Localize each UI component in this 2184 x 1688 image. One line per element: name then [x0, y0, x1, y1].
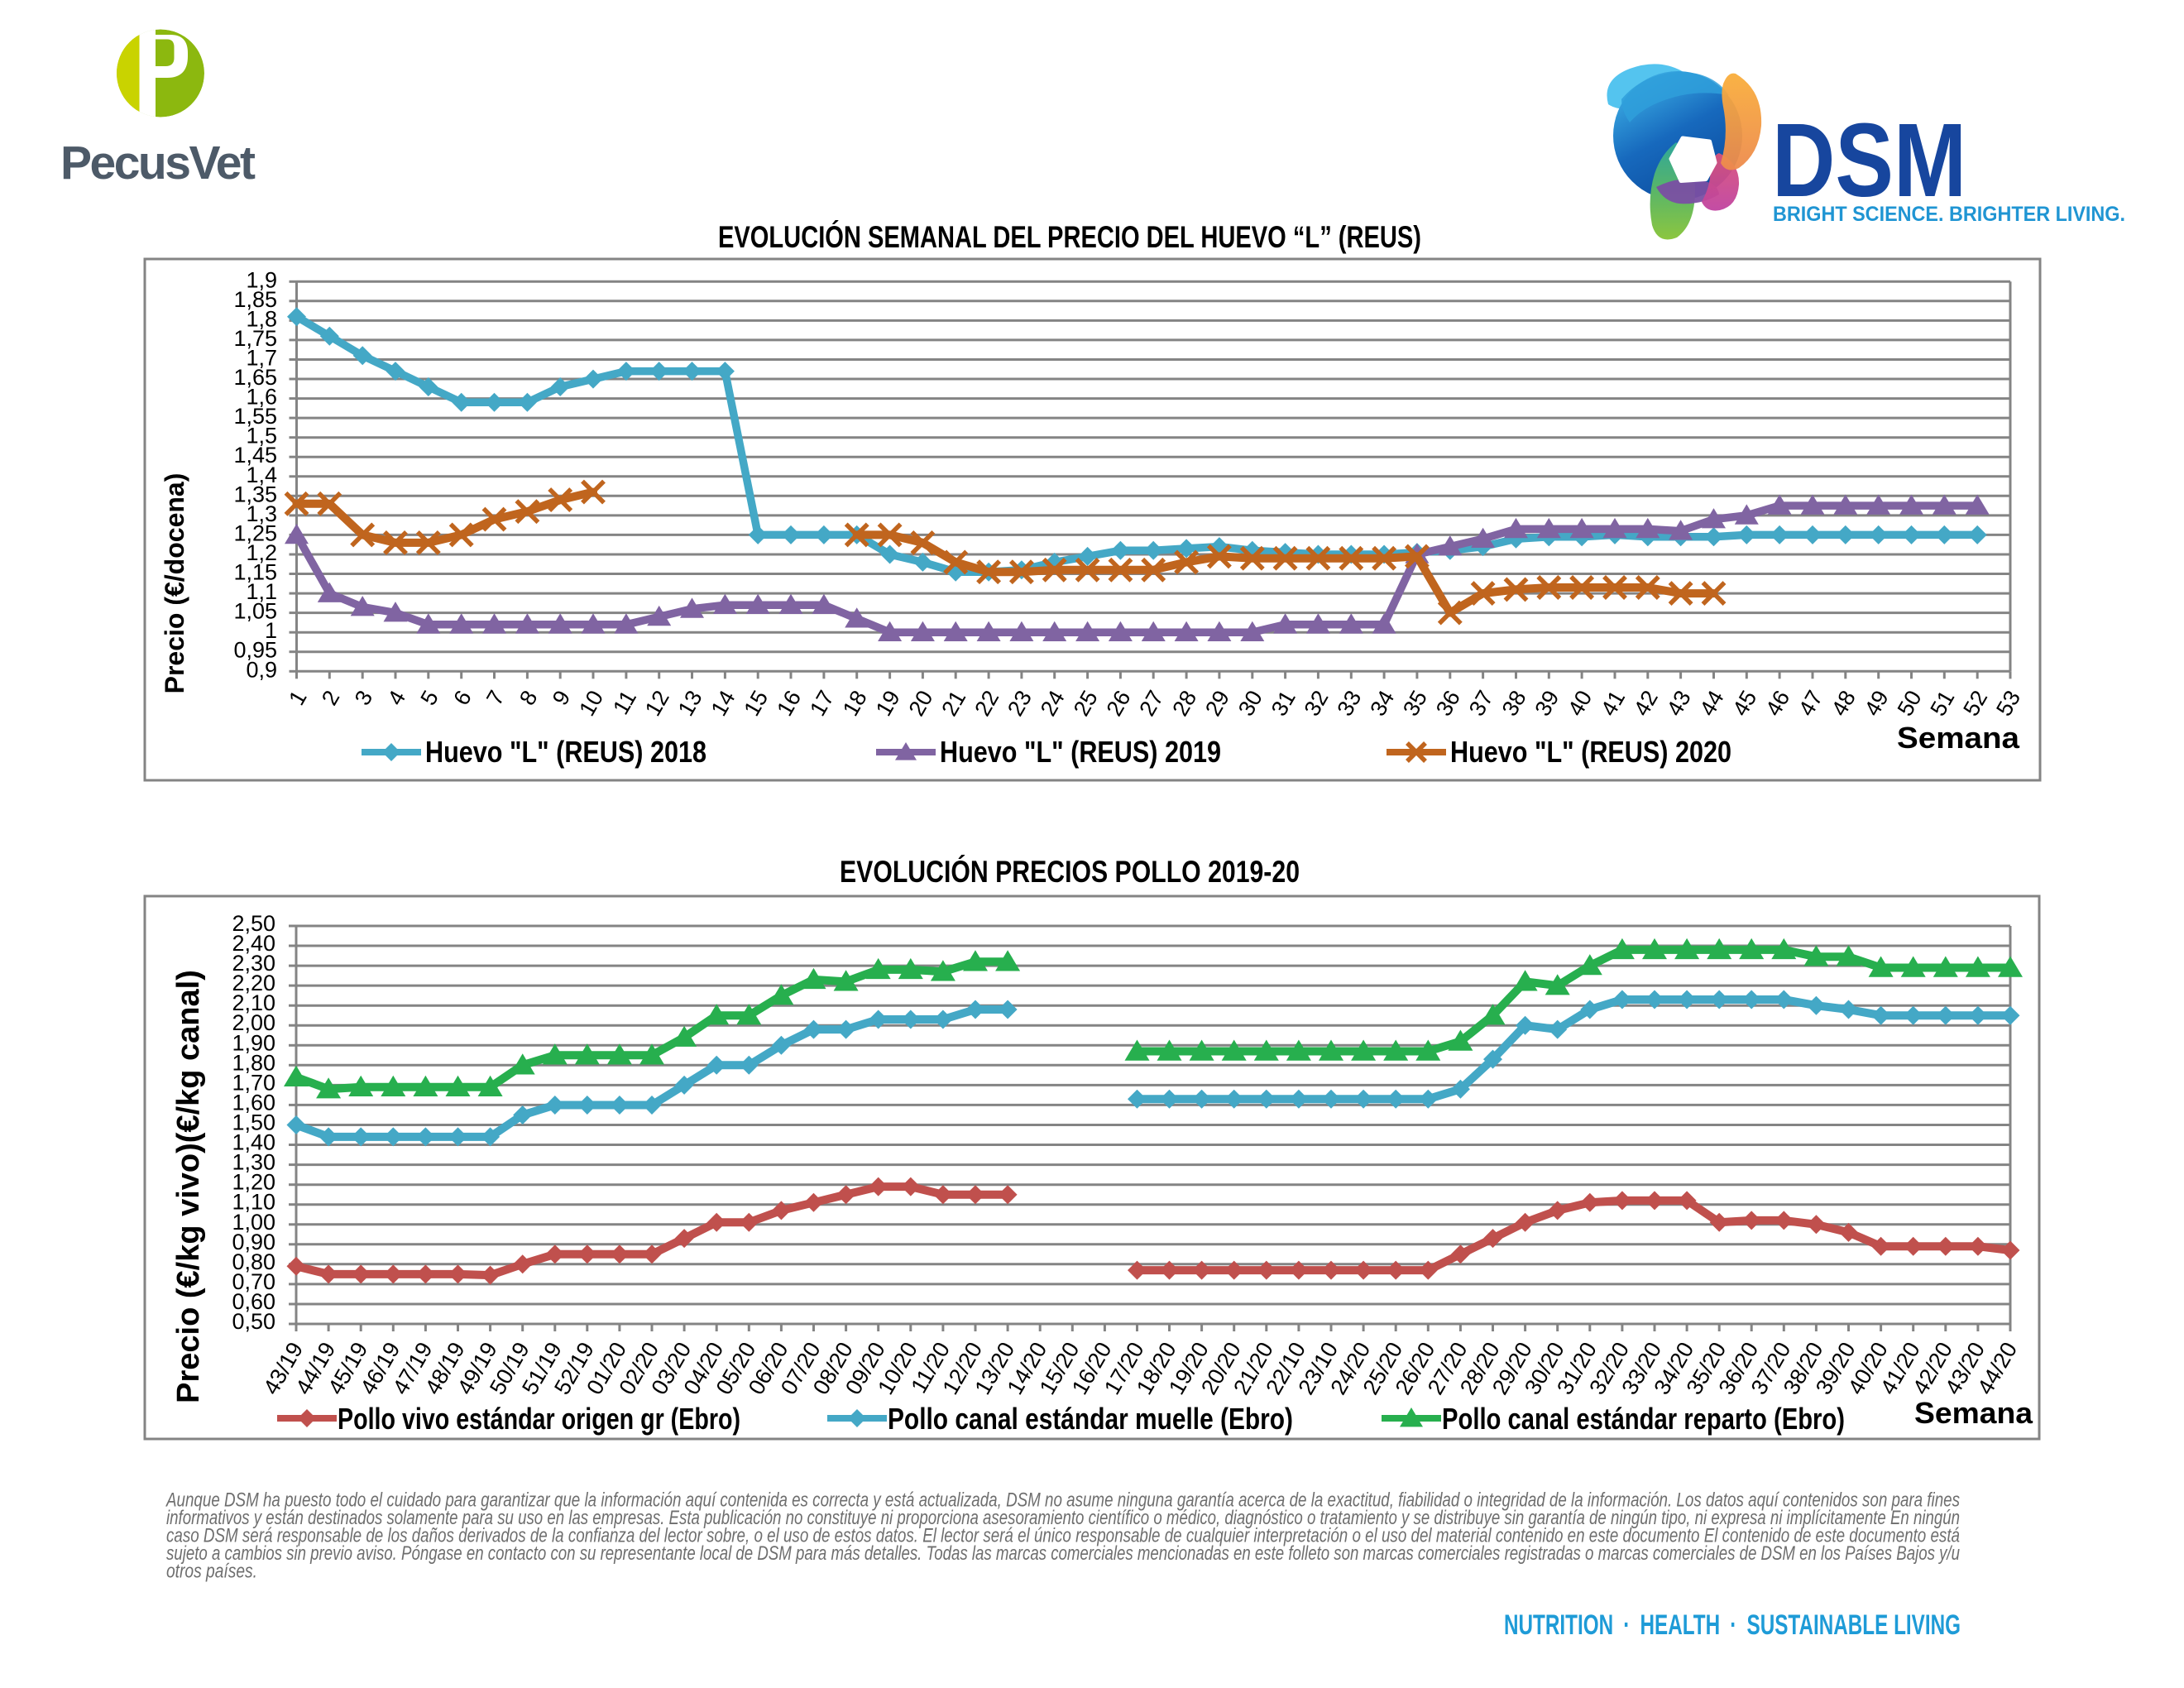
svg-text:2,20: 2,20 — [232, 971, 275, 995]
svg-text:2,30: 2,30 — [232, 951, 275, 976]
svg-text:1,75: 1,75 — [233, 326, 277, 351]
svg-text:1,05: 1,05 — [233, 599, 277, 624]
svg-text:1,60: 1,60 — [232, 1090, 275, 1115]
svg-text:1,2: 1,2 — [246, 540, 277, 565]
svg-text:1,80: 1,80 — [232, 1050, 275, 1075]
svg-text:1,35: 1,35 — [233, 482, 277, 506]
svg-text:1,30: 1,30 — [232, 1150, 275, 1175]
svg-text:Aunque DSM ha puesto todo el c: Aunque DSM ha puesto todo el cuidado par… — [165, 1489, 1960, 1512]
svg-text:sujeto a cambios sin previo av: sujeto a cambios sin previo aviso. Pónga… — [166, 1542, 1960, 1565]
svg-text:1,90: 1,90 — [232, 1030, 275, 1055]
svg-text:Huevo "L" (REUS) 2020: Huevo "L" (REUS) 2020 — [1450, 735, 1731, 769]
svg-text:1: 1 — [265, 618, 277, 643]
svg-text:NUTRITION · HEALTH · SUSTAINAB: NUTRITION · HEALTH · SUSTAINABLE LIVING — [1504, 1609, 1961, 1641]
svg-text:2,50: 2,50 — [232, 911, 275, 936]
svg-text:Pollo canal estándar reparto (: Pollo canal estándar reparto (Ebro) — [1442, 1402, 1845, 1436]
svg-text:1,85: 1,85 — [233, 287, 277, 312]
svg-text:1,50: 1,50 — [232, 1110, 275, 1135]
svg-text:1,15: 1,15 — [233, 560, 277, 585]
svg-text:Pollo canal estándar muelle (E: Pollo canal estándar muelle (Ebro) — [888, 1402, 1293, 1436]
svg-text:1,1: 1,1 — [246, 579, 277, 604]
svg-text:1,10: 1,10 — [232, 1190, 275, 1215]
svg-text:1,55: 1,55 — [233, 404, 277, 429]
svg-text:EVOLUCIÓN PRECIOS POLLO 2019-2: EVOLUCIÓN PRECIOS POLLO 2019-20 — [840, 854, 1300, 889]
svg-text:1,20: 1,20 — [232, 1170, 275, 1195]
svg-text:0,80: 0,80 — [232, 1249, 275, 1274]
svg-text:1,4: 1,4 — [246, 463, 277, 487]
svg-text:Precio (€/docena): Precio (€/docena) — [160, 473, 189, 694]
svg-text:Precio (€/kg vivo)(€/kg canal): Precio (€/kg vivo)(€/kg canal) — [171, 970, 206, 1403]
svg-text:BRIGHT SCIENCE. BRIGHTER LIVIN: BRIGHT SCIENCE. BRIGHTER LIVING. — [1773, 203, 2125, 226]
svg-text:Pollo vivo estándar origen gr: Pollo vivo estándar origen gr (Ebro) — [338, 1402, 740, 1436]
svg-text:1,00: 1,00 — [232, 1210, 275, 1235]
svg-text:0,95: 0,95 — [233, 638, 277, 663]
svg-text:1,65: 1,65 — [233, 365, 277, 390]
svg-text:2,40: 2,40 — [232, 931, 275, 956]
svg-text:1,3: 1,3 — [246, 501, 277, 526]
svg-text:EVOLUCIÓN SEMANAL DEL PRECIO D: EVOLUCIÓN SEMANAL DEL PRECIO DEL HUEVO “… — [718, 219, 1421, 254]
svg-text:0,50: 0,50 — [232, 1309, 275, 1334]
svg-text:1,40: 1,40 — [232, 1130, 275, 1155]
svg-text:0,70: 0,70 — [232, 1269, 275, 1294]
svg-text:2,00: 2,00 — [232, 1010, 275, 1035]
svg-text:Huevo "L" (REUS) 2019: Huevo "L" (REUS) 2019 — [940, 735, 1221, 769]
svg-text:0,90: 0,90 — [232, 1230, 275, 1254]
svg-text:1,6: 1,6 — [246, 385, 277, 410]
svg-text:Huevo "L" (REUS) 2018: Huevo "L" (REUS) 2018 — [425, 735, 706, 769]
svg-text:1,8: 1,8 — [246, 306, 277, 331]
svg-text:Semana: Semana — [1914, 1396, 2033, 1430]
svg-text:Semana: Semana — [1897, 721, 2020, 755]
svg-text:1,7: 1,7 — [246, 346, 277, 371]
svg-text:DSM: DSM — [1772, 102, 1966, 218]
svg-text:PecusVet: PecusVet — [60, 137, 256, 189]
svg-text:2,10: 2,10 — [232, 990, 275, 1015]
svg-text:1,9: 1,9 — [246, 267, 277, 292]
svg-text:informativos y están destinado: informativos y están destinados solament… — [166, 1507, 1960, 1529]
svg-text:0,60: 0,60 — [232, 1289, 275, 1314]
svg-text:1,70: 1,70 — [232, 1070, 275, 1095]
svg-text:caso DSM será responsable de l: caso DSM será responsable de los daños d… — [166, 1525, 1960, 1547]
svg-text:1,5: 1,5 — [246, 424, 277, 448]
svg-text:otros países.: otros países. — [166, 1561, 257, 1583]
svg-text:1,25: 1,25 — [233, 520, 277, 545]
svg-text:1,45: 1,45 — [233, 443, 277, 468]
svg-text:0,9: 0,9 — [246, 657, 277, 682]
